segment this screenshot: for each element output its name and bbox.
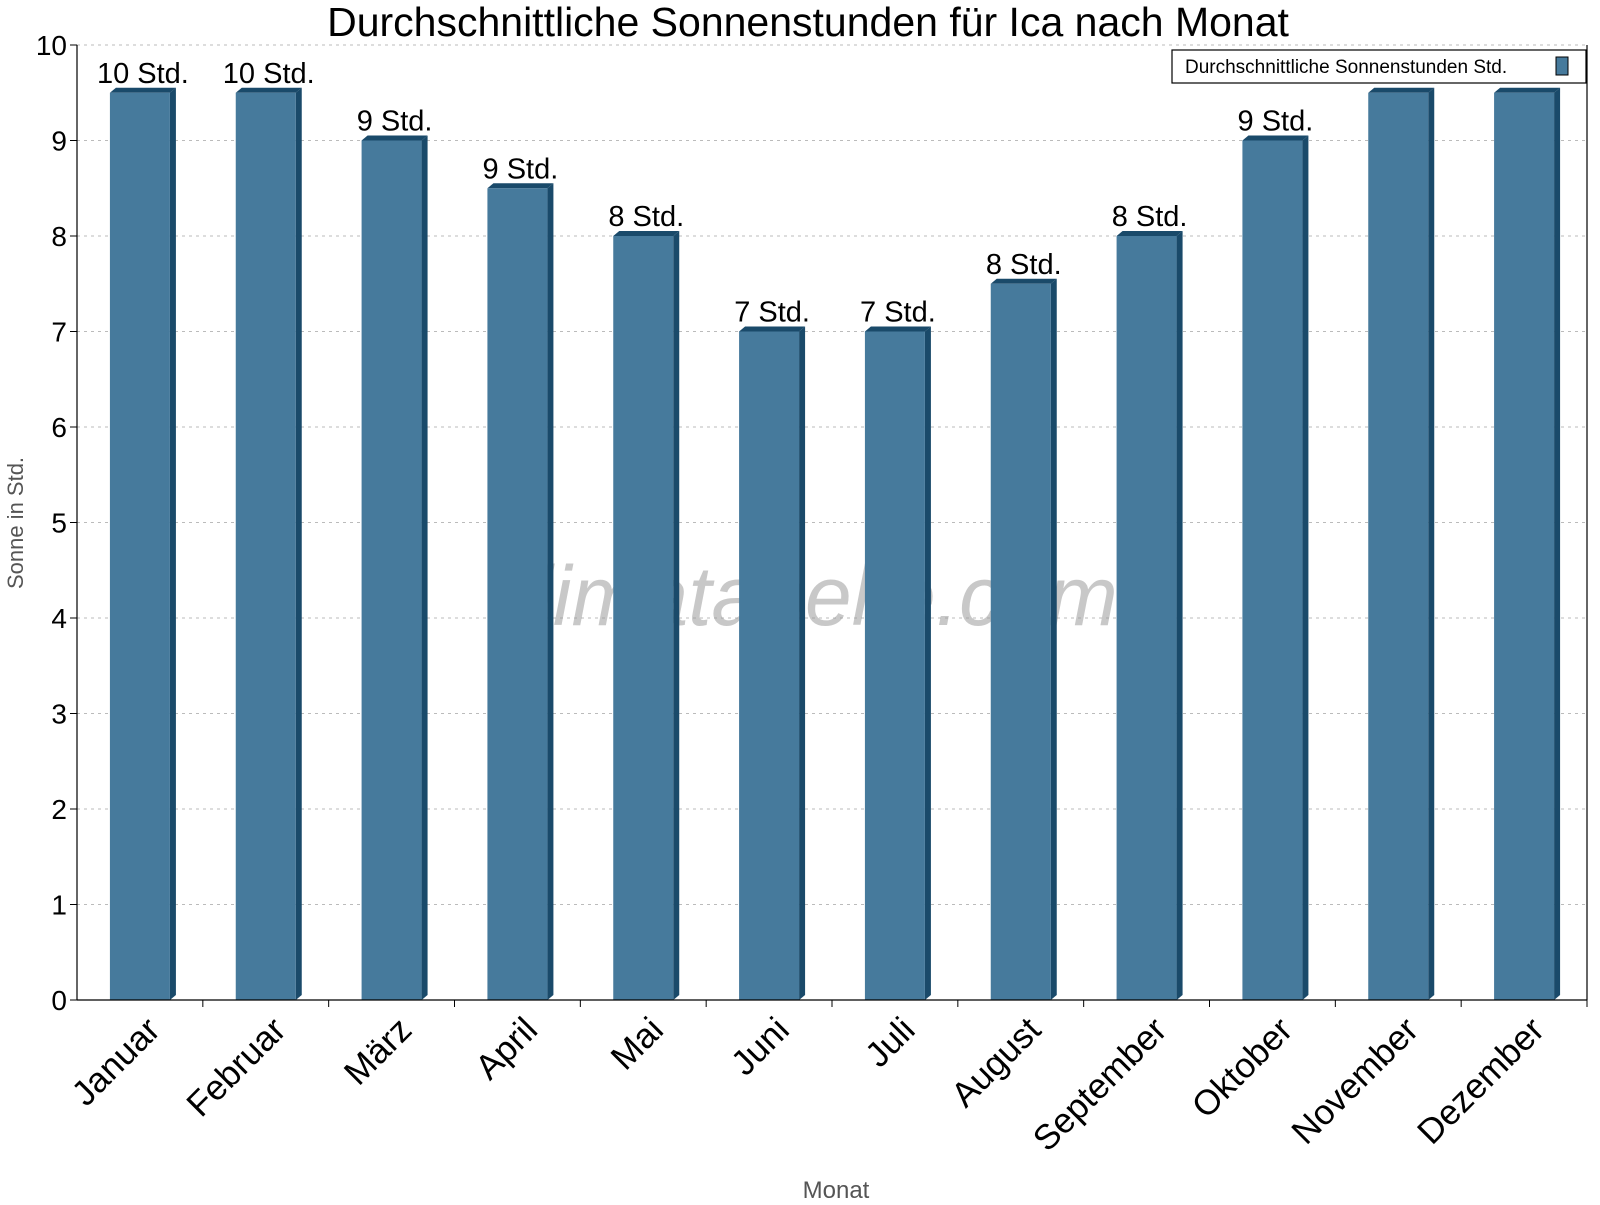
x-tick-label: März (337, 1010, 420, 1093)
y-tick-label: 10 (36, 30, 67, 61)
x-tick-label: April (468, 1010, 545, 1087)
bar-side (1050, 278, 1057, 1000)
y-tick-label: 9 (51, 126, 67, 157)
bar-side (169, 87, 176, 1000)
bar-side (421, 135, 428, 1000)
bar (1242, 140, 1303, 1000)
x-tick-label: Juli (858, 1010, 923, 1075)
bar-top (1368, 87, 1435, 93)
bar-side (1176, 231, 1183, 1000)
y-tick-label: 4 (51, 603, 67, 634)
bar-top (613, 231, 680, 236)
y-tick-label: 8 (51, 221, 67, 252)
bar-top (235, 87, 302, 93)
bar (235, 92, 296, 1000)
y-tick-label: 7 (51, 317, 67, 348)
bar-top (1116, 231, 1183, 236)
y-tick-label: 3 (51, 699, 67, 730)
x-tick-label: September (1026, 1010, 1175, 1159)
legend-swatch (1555, 56, 1569, 76)
bar-side (799, 326, 806, 1000)
bar-side (1554, 87, 1561, 1000)
x-tick-label: Februar (179, 1010, 293, 1124)
x-tick-label: Dezember (1410, 1010, 1552, 1152)
bar (864, 331, 925, 1000)
data-label: 9 Std. (1238, 106, 1314, 138)
bar (487, 188, 548, 1000)
bar-top (864, 326, 931, 332)
chart-title: Durchschnittliche Sonnenstunden für Ica … (327, 0, 1289, 45)
data-label: 9 Std. (357, 106, 433, 138)
legend-label: Durchschnittliche Sonnenstunden Std. (1185, 57, 1507, 78)
bar-top (109, 87, 176, 93)
y-tick-label: 1 (51, 890, 67, 921)
bar (1368, 92, 1429, 1000)
y-axis-label: Sonne in Std. (3, 457, 28, 589)
data-label: 8 Std. (986, 249, 1062, 281)
bar (739, 331, 800, 1000)
bar (990, 283, 1051, 1000)
bar-top (1242, 135, 1309, 141)
data-label: 8 Std. (1112, 201, 1188, 233)
bar-side (924, 326, 931, 1000)
data-label: 10 Std. (223, 58, 315, 90)
bar (109, 92, 170, 1000)
bar-top (990, 278, 1057, 284)
bar-side (547, 183, 554, 1000)
bar (1116, 236, 1177, 1000)
data-label: 8 Std. (608, 201, 684, 233)
bar-side (673, 231, 680, 1000)
x-tick-label: Oktober (1184, 1010, 1300, 1126)
y-tick-label: 6 (51, 412, 67, 443)
x-tick-label: Juni (724, 1010, 797, 1083)
data-label: 7 Std. (860, 297, 936, 329)
bar-side (295, 87, 302, 1000)
x-tick-label: Januar (64, 1010, 167, 1113)
bar-top (361, 135, 428, 141)
x-tick-label: November (1284, 1010, 1426, 1152)
y-tick-label: 0 (51, 985, 67, 1016)
data-label: 7 Std. (734, 297, 810, 329)
bar-side (1428, 87, 1435, 1000)
bar-top (1494, 87, 1561, 93)
x-tick-label: Mai (603, 1010, 670, 1077)
x-tick-label: August (944, 1010, 1049, 1115)
bar-top (487, 183, 554, 189)
y-tick-label: 2 (51, 794, 67, 825)
data-label: 9 Std. (483, 153, 559, 185)
data-label: 10 Std. (97, 58, 189, 90)
bar (361, 140, 422, 1000)
bar (613, 236, 674, 1000)
y-tick-label: 5 (51, 508, 67, 539)
x-axis-label: Monat (803, 1177, 870, 1200)
bar (1494, 92, 1555, 1000)
bar-top (739, 326, 806, 332)
bar-side (1302, 135, 1309, 1000)
legend: Durchschnittliche Sonnenstunden Std. (1171, 49, 1587, 84)
